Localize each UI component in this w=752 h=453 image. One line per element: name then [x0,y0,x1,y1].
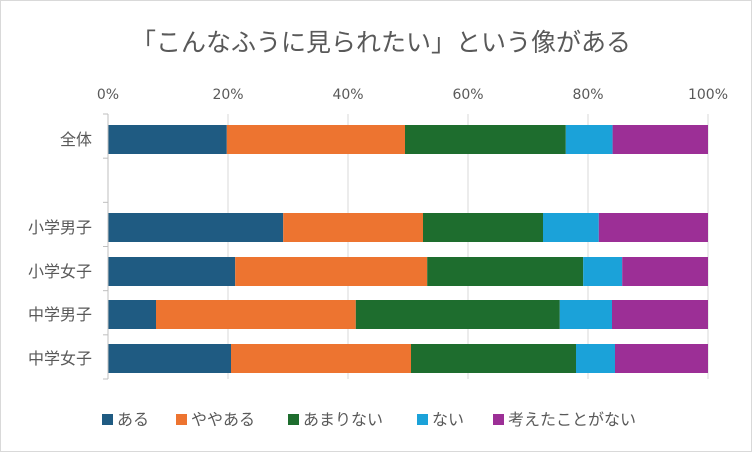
bar-segment [108,125,227,154]
legend: ある ややある あまりない ない 考えたことがない [102,410,636,429]
bar-segment [108,300,156,329]
x-tick-label: 60% [452,87,483,103]
y-axis [103,113,109,380]
legend-swatch [288,414,299,425]
bar-segment [615,344,708,373]
legend-swatch [493,414,504,425]
gridlines [227,114,709,379]
bar-segment [543,213,599,242]
chart-title: 「こんなふうに見られたい」という像がある [131,28,631,57]
bar-segment [423,213,543,242]
category-label: 中学男子 [28,305,92,324]
bar-segment [156,300,356,329]
x-tick-label: 0% [97,87,119,103]
bar-segment [226,125,405,154]
x-tick-label: 20% [212,87,243,103]
legend-swatch [176,414,187,425]
plot-bars [108,125,708,373]
x-tick-label: 80% [572,87,603,103]
bar-segment [598,213,708,242]
legend-label: 考えたことがない [508,410,636,429]
bar-segment [622,257,708,286]
x-tick-label: 40% [332,87,363,103]
bar-segment [283,213,423,242]
bar-segment [108,213,284,242]
category-label: 小学女子 [28,262,92,281]
bar-segment [559,300,612,329]
bar-segment [583,257,623,286]
bar-segment [427,257,584,286]
bar-segment [576,344,615,373]
bar-segment [108,344,231,373]
bar-segment [235,257,428,286]
category-label: 全体 [60,130,92,149]
category-label: 中学女子 [28,349,92,368]
x-tick-label: 100% [688,87,728,103]
legend-label: ややある [191,410,255,429]
bar-segment [108,257,236,286]
bar-segment [231,344,411,373]
bar-segment [411,344,576,373]
bar-segment [405,125,566,154]
legend-swatch [102,414,113,425]
legend-label: ない [432,410,464,429]
bar-segment [565,125,613,154]
legend-swatch [417,414,428,425]
bar-segment [612,300,708,329]
legend-label: ある [117,410,149,429]
x-axis-ticks: 0% 20% 40% 60% 80% 100% [97,87,728,103]
bar-segment [612,125,708,154]
category-label: 小学男子 [28,218,92,237]
bar-segment [355,300,560,329]
legend-label: あまりない [303,410,383,429]
